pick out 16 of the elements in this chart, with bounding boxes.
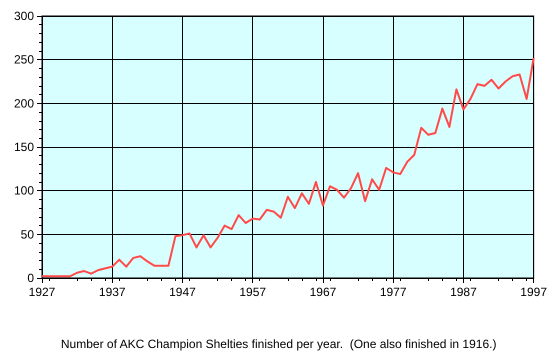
y-tick-label: 100: [14, 184, 34, 198]
y-tick-label: 50: [20, 227, 34, 242]
x-tick-label: 1927: [28, 285, 56, 299]
y-tick-label: 250: [14, 52, 34, 67]
y-tick-label: 150: [14, 140, 34, 154]
x-tick-label: 1997: [520, 285, 548, 299]
x-tick-label: 1967: [310, 285, 337, 299]
x-tick-label: 1947: [169, 285, 196, 299]
y-tick-label: 200: [14, 96, 34, 110]
x-tick-label: 1957: [239, 285, 266, 299]
text: Number of AKC Champion Shelties finished per year. (One also finished in 1916.): [60, 337, 496, 351]
y-tick-label: 300: [14, 9, 34, 23]
y-tick-label: 0: [27, 271, 34, 285]
x-tick-label: 1937: [98, 285, 126, 299]
x-tick-label: 1987: [450, 285, 478, 299]
x-tick-label: 1977: [380, 285, 407, 299]
